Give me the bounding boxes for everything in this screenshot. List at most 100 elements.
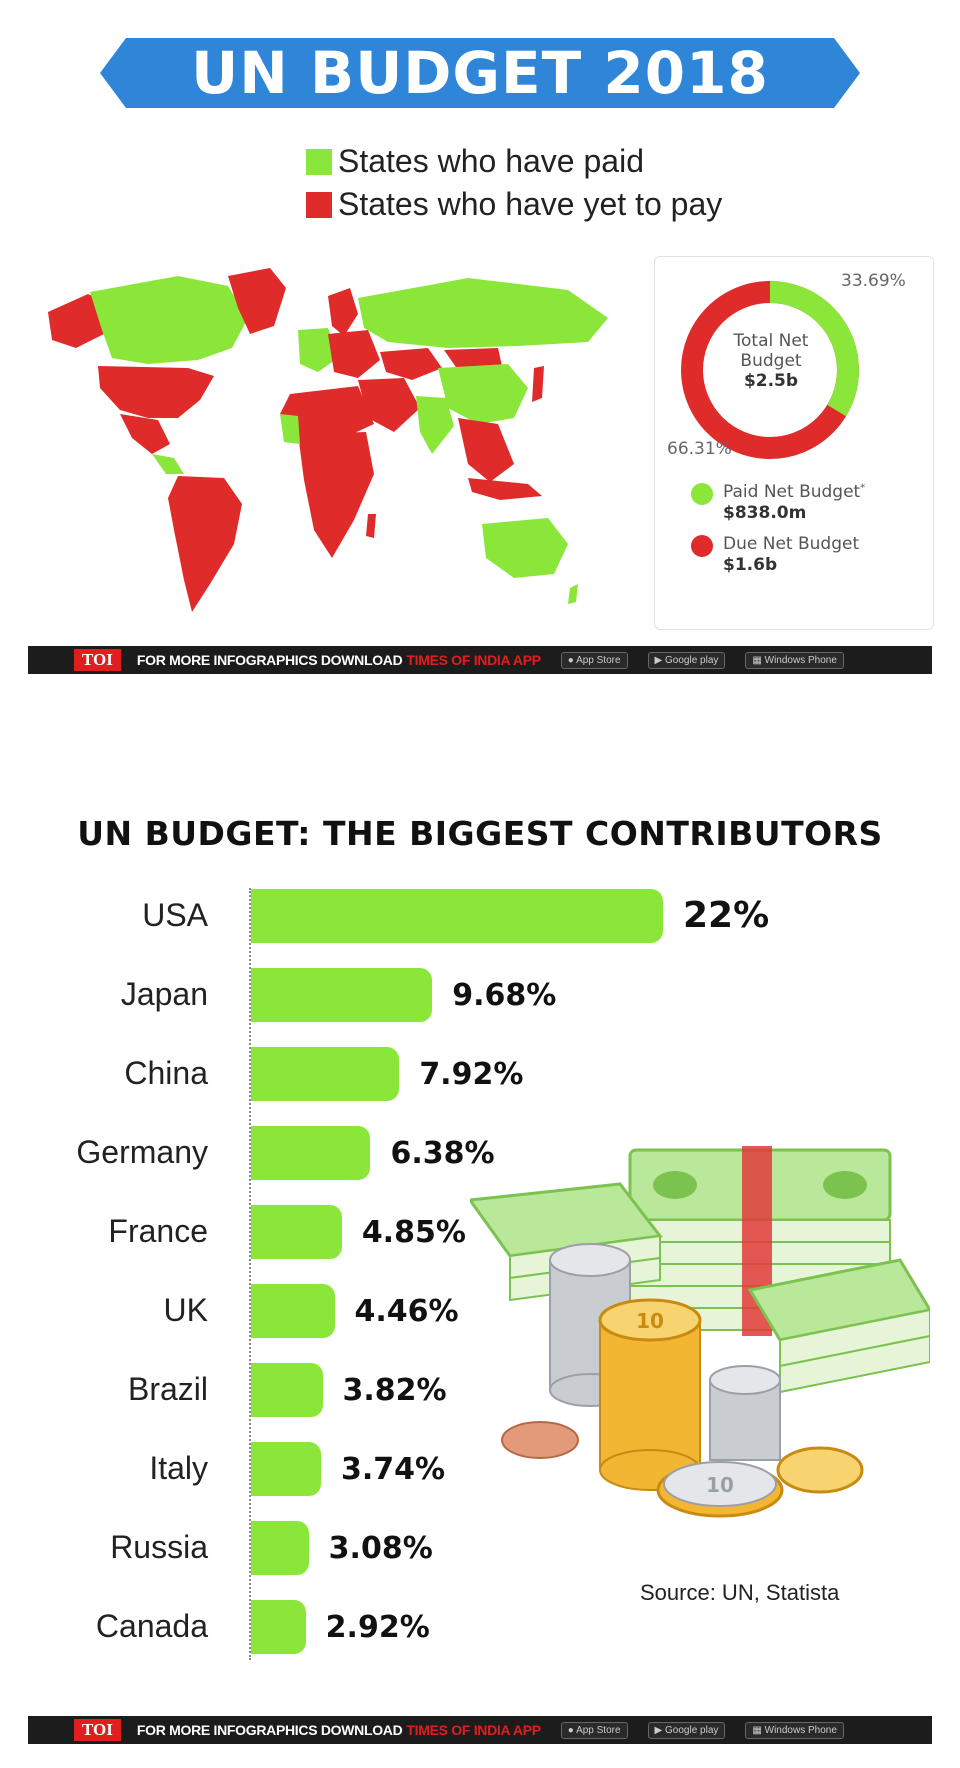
donut-paid-pct: 33.69% <box>841 271 906 291</box>
windows-icon: ▦ <box>752 1724 762 1736</box>
page-title: UN BUDGET 2018 <box>191 39 769 107</box>
map-new-zealand <box>568 584 578 604</box>
category-label-brazil: Brazil <box>127 1371 208 1407</box>
value-label-canada: 2.92% <box>325 1610 430 1645</box>
svg-text:10: 10 <box>636 1309 664 1333</box>
bill-stack-right <box>747 1258 930 1394</box>
app-store-badge[interactable]: ● App Store <box>560 651 628 669</box>
silver-coin-stack <box>549 1243 631 1407</box>
footer-bar-bottom: TOI FOR MORE INFOGRAPHICS DOWNLOAD TIMES… <box>28 1716 932 1744</box>
category-label-canada: Canada <box>95 1608 208 1644</box>
map-mongolia <box>444 348 502 370</box>
bar-uk <box>251 1284 335 1338</box>
world-map-svg <box>48 268 608 612</box>
category-label-russia: Russia <box>110 1529 208 1565</box>
value-label-russia: 3.08% <box>328 1531 433 1566</box>
map-africa-west <box>280 414 300 444</box>
tilted-coin <box>776 1446 864 1494</box>
toi-badge: TOI <box>74 1719 121 1741</box>
apple-icon: ● <box>567 1724 574 1736</box>
donut-center-line1: Total Net <box>733 331 809 351</box>
legend-label-paid: States who have paid <box>338 143 644 179</box>
title-banner <box>100 38 860 108</box>
footer-text: FOR MORE INFOGRAPHICS DOWNLOAD <box>136 1722 403 1738</box>
app-store-badge[interactable]: ● App Store <box>560 1721 628 1739</box>
category-label-italy: Italy <box>149 1450 208 1486</box>
map-scandinavia <box>328 288 358 336</box>
value-label-brazil: 3.82% <box>342 1373 447 1408</box>
budget-donut <box>681 281 859 459</box>
google-play-badge[interactable]: ▶ Google play <box>647 1721 726 1739</box>
category-label-france: France <box>108 1213 208 1249</box>
bar-usa <box>251 889 663 943</box>
map-brazil-east <box>210 494 240 530</box>
map-china <box>438 364 528 424</box>
source-note: Source: UN, Statista <box>640 1580 840 1605</box>
donut-center-line2: Budget <box>740 351 802 371</box>
map-africa-north <box>280 386 374 436</box>
value-label-uk: 4.46% <box>354 1294 459 1329</box>
category-label-germany: Germany <box>76 1134 208 1170</box>
paid-net-budget-value: $838.0m <box>723 503 807 523</box>
front-coin: 10 <box>656 1461 784 1518</box>
bar-china <box>251 1047 400 1101</box>
category-label-uk: UK <box>163 1292 208 1328</box>
paid-net-budget-label: Paid Net Budget* <box>723 482 866 502</box>
bar-japan <box>251 968 433 1022</box>
donut-due-pct: 66.31% <box>667 439 732 459</box>
world-map <box>28 268 648 630</box>
map-europe-west <box>298 328 338 372</box>
paid-legend-dot <box>691 483 713 505</box>
map-south-america <box>168 476 242 612</box>
map-indonesia <box>468 478 542 500</box>
value-label-italy: 3.74% <box>341 1452 446 1487</box>
map-canada <box>90 276 248 364</box>
silver-coin-small <box>709 1365 781 1461</box>
apple-icon: ● <box>567 654 574 666</box>
bar-germany <box>251 1126 371 1180</box>
bar-canada <box>251 1600 306 1654</box>
category-label-japan: Japan <box>120 976 208 1012</box>
bar-france <box>251 1205 342 1259</box>
legend-swatch-paid <box>306 148 332 175</box>
footer-brand: TIMES OF INDIA APP <box>406 1722 541 1738</box>
due-legend-dot <box>691 535 713 557</box>
copper-coin <box>501 1421 579 1459</box>
value-label-usa: 22% <box>683 895 770 936</box>
play-icon: ▶ <box>654 1724 663 1736</box>
map-europe-east <box>328 330 380 378</box>
windows-icon: ▦ <box>752 654 762 666</box>
due-net-budget-value: $1.6b <box>723 555 778 575</box>
map-greenland <box>228 268 286 334</box>
legend-swatch-unpaid <box>306 191 332 218</box>
map-india <box>416 396 454 454</box>
category-label-usa: USA <box>142 897 208 933</box>
windows-phone-badge[interactable]: ▦ Windows Phone <box>745 651 844 669</box>
map-alaska <box>48 294 110 348</box>
play-icon: ▶ <box>654 654 663 666</box>
money-illustration: 10 10 <box>470 1146 930 1518</box>
map-russia <box>358 278 608 348</box>
legend-unpaid: States who have yet to pay <box>306 186 722 223</box>
map-africa-central <box>298 432 374 558</box>
map-middle-east <box>358 378 420 432</box>
budget-summary-card: Total Net Budget $2.5b 33.69% 66.31% Pai… <box>654 256 934 630</box>
toi-badge: TOI <box>74 649 121 671</box>
gold-coin-stack: 10 <box>598 1298 702 1491</box>
windows-phone-badge[interactable]: ▦ Windows Phone <box>745 1721 844 1739</box>
due-net-budget-label: Due Net Budget <box>723 534 860 554</box>
footer-bar-top: TOI FOR MORE INFOGRAPHICS DOWNLOAD TIMES… <box>28 646 932 674</box>
value-label-france: 4.85% <box>361 1215 466 1250</box>
google-play-badge[interactable]: ▶ Google play <box>647 651 726 669</box>
chart-title: UN BUDGET: THE BIGGEST CONTRIBUTORS <box>77 814 883 853</box>
svg-text:10: 10 <box>706 1473 734 1497</box>
legend-paid: States who have paid <box>306 143 644 180</box>
map-mexico <box>120 414 170 454</box>
map-southeast-asia <box>458 418 514 482</box>
map-kazakhstan <box>380 348 442 380</box>
footer-text: FOR MORE INFOGRAPHICS DOWNLOAD <box>136 652 403 668</box>
bar-russia <box>251 1521 309 1575</box>
map-japan <box>532 366 544 402</box>
legend-label-unpaid: States who have yet to pay <box>338 186 723 222</box>
map-australia <box>482 518 568 578</box>
